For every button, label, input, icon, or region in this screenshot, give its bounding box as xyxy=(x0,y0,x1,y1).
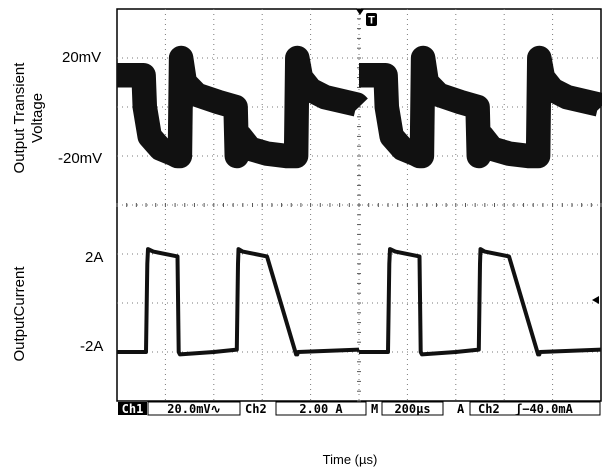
ch2-scale-value: 2.00 A xyxy=(299,402,343,416)
ch2-edge-line xyxy=(359,248,602,356)
trigger-badge-label: T xyxy=(368,15,375,27)
ch2-label: Ch2 xyxy=(245,402,267,416)
trigger-info-box xyxy=(469,401,601,416)
trigger-position-marker: T xyxy=(356,9,377,27)
ch1-trace xyxy=(117,45,602,169)
tick-label-20mv: 20mV xyxy=(62,49,101,66)
ch1-trace-line xyxy=(117,45,369,169)
trigger-arrow-icon xyxy=(356,9,364,15)
timebase-value: 200µs xyxy=(394,402,430,416)
trigger-level: ʃ−40.0mA xyxy=(515,402,574,416)
traces xyxy=(117,45,602,357)
upper-axis-title: Output Transient Voltage xyxy=(11,62,46,174)
trigger-source: Ch2 xyxy=(478,402,500,416)
m-label: M xyxy=(371,402,378,416)
trigger-badge xyxy=(366,13,377,26)
status-bar: Ch1 20.0mV∿ Ch2 2.00 A M 200µs A Ch2 ʃ−4… xyxy=(118,401,601,416)
timebase-box xyxy=(381,401,444,416)
ch1-scale-box xyxy=(147,401,241,416)
tick-label-2a: 2A xyxy=(85,249,103,266)
upper-axis-title-line1: Output Transient xyxy=(11,62,28,174)
trigger-level-arrow-icon xyxy=(592,296,599,304)
ch1-scale-value: 20.0mV∿ xyxy=(167,402,220,416)
ch1-badge xyxy=(118,402,147,415)
ch2-edge xyxy=(117,248,602,356)
ch2-scale-box xyxy=(275,401,367,416)
ch1-label: Ch1 xyxy=(122,402,144,416)
tick-label-minus-2a: -2A xyxy=(80,338,103,355)
tick-label-minus-20mv: -20mV xyxy=(58,150,102,167)
lower-axis-title: OutputCurrent xyxy=(11,266,28,362)
upper-axis-title-line2: Voltage xyxy=(29,93,46,143)
ch1-trace-line xyxy=(359,45,602,169)
x-axis-title: Time (µs) xyxy=(323,452,378,467)
a-label: A xyxy=(457,402,465,416)
ch2-edge-line xyxy=(117,248,360,356)
